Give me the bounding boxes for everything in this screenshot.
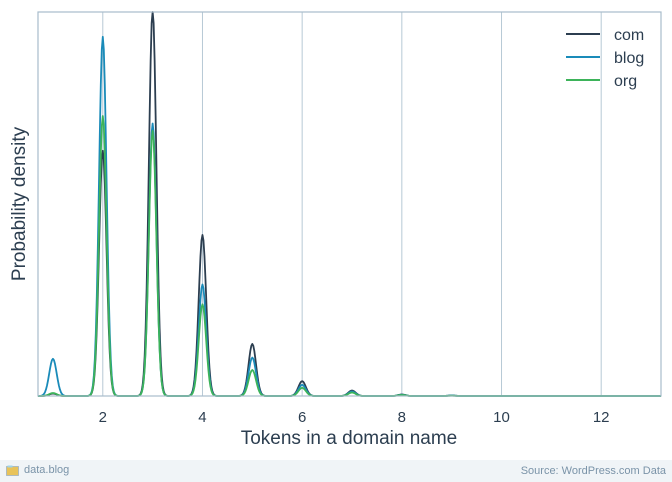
x-tick-label: 8: [398, 409, 406, 426]
plot-background: [38, 12, 661, 396]
x-tick-label: 6: [298, 409, 306, 426]
legend: com blog org: [566, 27, 644, 90]
footer-source: Source: WordPress.com Data: [520, 465, 666, 477]
y-axis-title: Probability density: [9, 126, 30, 281]
plot-frame: [37, 11, 662, 397]
x-tick-label: 12: [593, 409, 610, 426]
footer-bar: data.blog Source: WordPress.com Data: [0, 460, 672, 482]
legend-label-blog: blog: [614, 50, 644, 67]
x-tick-label: 2: [99, 409, 107, 426]
x-tick-label: 10: [493, 409, 510, 426]
density-chart: 2 4 6 8 10 12 Tokens in a domain name Probabi…: [9, 11, 662, 449]
x-tick-labels: 2 4 6 8 10 12: [99, 409, 610, 426]
legend-label-com: com: [614, 27, 644, 44]
legend-label-org: org: [614, 73, 637, 90]
x-axis-title: Tokens in a domain name: [241, 428, 458, 449]
footer-brand[interactable]: data.blog: [6, 464, 69, 476]
folder-icon: [6, 465, 19, 476]
x-tick-label: 4: [198, 409, 206, 426]
grid-lines: [102, 12, 602, 396]
footer-brand-label: data.blog: [24, 464, 70, 476]
